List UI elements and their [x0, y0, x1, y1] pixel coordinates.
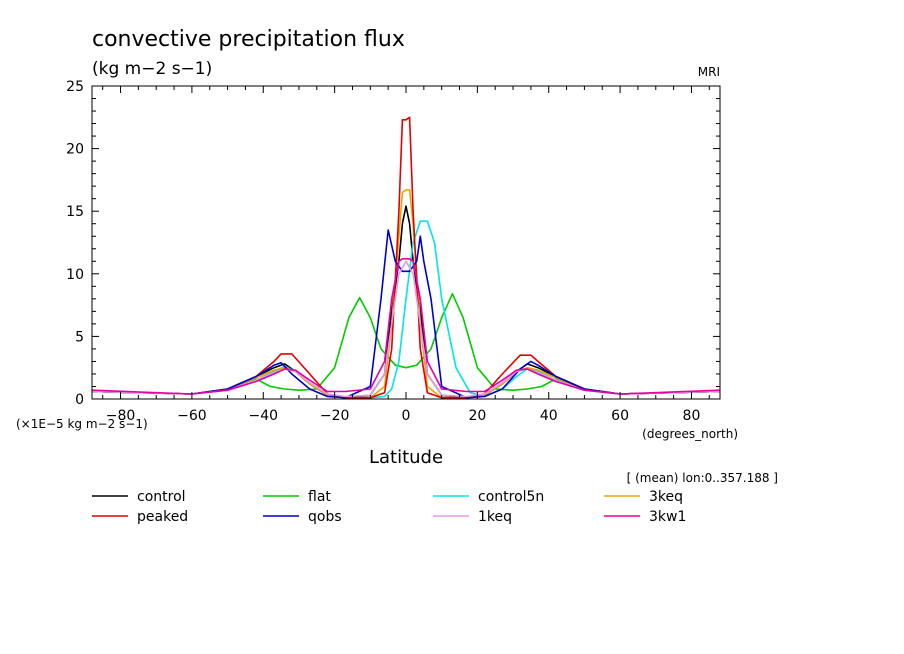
series-line-3kw1	[91, 257, 721, 395]
legend-label-3kw1: 3kw1	[649, 509, 686, 525]
x-axis-title: Latitude	[369, 447, 443, 468]
chart-units: (kg m−2 s−1)	[92, 59, 212, 79]
x-tick-label: 60	[611, 408, 629, 424]
series-line-flat	[91, 292, 721, 395]
model-label: MRI	[698, 65, 720, 79]
x-tick-label: −20	[320, 408, 350, 424]
series-line-peaked	[91, 116, 721, 399]
ticks-layer: −80 −60 −40 −20 0 20 40 60 80 0 5 10 15 20 25	[66, 79, 720, 424]
legend-label-flat: flat	[308, 489, 331, 505]
legend-label-control: control	[137, 489, 186, 505]
x-tick-label: −60	[177, 408, 207, 424]
y-tick-label: 20	[66, 142, 84, 158]
series-line-control5n	[91, 220, 721, 399]
series-layer	[91, 116, 721, 399]
series-line-1keq	[91, 260, 721, 398]
x-tick-label: 20	[468, 408, 486, 424]
legend-label-qobs: qobs	[308, 509, 342, 525]
legend-label-control5n: control5n	[478, 489, 544, 505]
x-tick-label: −40	[248, 408, 278, 424]
x-tick-label: −80	[106, 408, 136, 424]
x-tick-label: 80	[683, 408, 701, 424]
plot-frame	[91, 85, 721, 400]
legend-label-peaked: peaked	[137, 509, 188, 525]
y-tick-label: 0	[75, 392, 84, 408]
x-tick-label: 0	[402, 408, 411, 424]
series-line-3keq	[91, 189, 721, 399]
series-line-qobs	[91, 229, 721, 399]
legend-label-1keq: 1keq	[478, 509, 512, 525]
y-tick-label: 15	[66, 204, 84, 220]
x-tick-label: 40	[540, 408, 558, 424]
legend-label-3keq: 3keq	[649, 489, 683, 505]
scale-note: (×1E−5 kg m−2 s−1)	[16, 417, 148, 431]
x-units: (degrees_north)	[642, 427, 738, 441]
y-tick-label: 25	[66, 79, 84, 95]
y-tick-label: 5	[75, 329, 84, 345]
legend: control flat control5n 3keq peaked qobs 1keq 3k…	[92, 489, 686, 525]
y-tick-label: 10	[66, 267, 84, 283]
region-note: [ (mean) lon:0..357.188 ]	[627, 471, 778, 485]
chart-title: convective precipitation flux	[92, 27, 405, 52]
